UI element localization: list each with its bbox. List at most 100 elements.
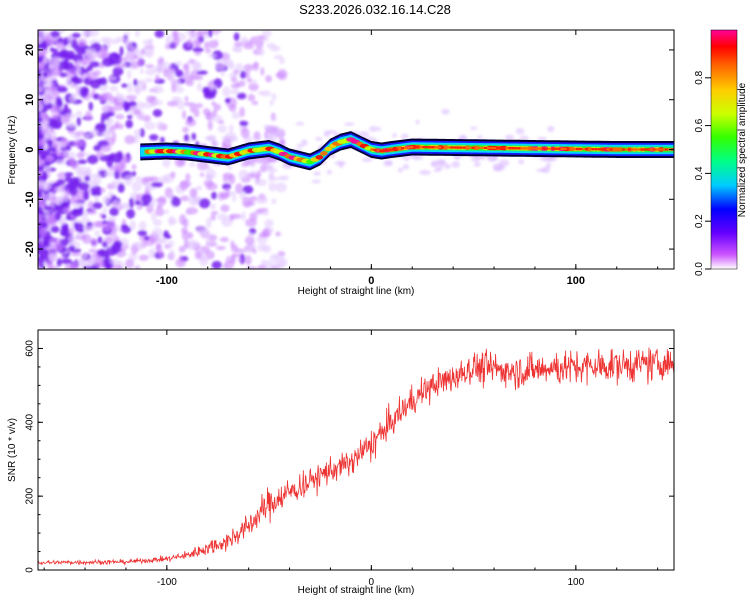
spectrogram-noise-blob [141,177,150,186]
spectrogram-noise-blob [249,162,256,168]
spectrogram-noise-blob [126,70,132,80]
spectrogram-noise-blob [77,49,87,55]
spectrogram-noise-blob [102,105,108,114]
ridge-peak-mark [431,146,435,149]
spectrogram-y-tick-label: 20 [24,44,36,56]
spectrogram-noise-blob [220,70,225,77]
spectrogram-noise-blob [56,86,68,93]
spectrogram-noise-blob [217,124,228,133]
ridge-peak-mark [373,148,377,152]
spectrogram-noise-blob [106,216,117,223]
spectrogram-y-tick-label: -10 [24,191,36,207]
spectrogram-noise-blob [63,149,70,157]
ridge-peak-mark [606,148,610,151]
spectrogram-x-tick-label: 0 [368,275,374,287]
spectrogram-noise-blob [260,211,270,216]
spectrogram-noise-blob [547,125,555,133]
ridge-peak-mark [649,148,653,151]
spectrogram-noise-blob [136,80,148,91]
spectrogram-noise-blob [178,245,186,253]
spectrogram-noise-blob [173,30,178,37]
spectrogram-noise-blob [74,131,87,136]
colorbar-tick-label: 0.8 [694,70,705,84]
ridge-peak-mark [643,148,647,151]
ridge-peak-mark [404,146,408,150]
spectrogram-noise-blob [38,165,44,172]
spectrogram-noise-blob [91,173,102,178]
spectrogram-noise-blob [261,30,272,37]
spectrogram-noise-blob [518,159,525,165]
spectrogram-noise-blob [104,100,114,105]
ridge-peak-mark [437,146,441,149]
spectrogram-noise-blob [116,93,126,103]
spectrogram-noise-blob [185,118,197,127]
spectrogram-noise-blob [52,182,62,187]
spectrogram-noise-blob [131,164,137,170]
ridge-peak-mark [569,147,573,151]
spectrogram-noise-blob [473,161,481,167]
spectrogram-noise-blob [205,174,214,181]
spectrogram-noise-blob [278,175,290,181]
spectrogram-x-ticks: -100 0 100 [43,30,659,287]
spectrogram-noise-blob [139,128,145,138]
spectrogram-noise-blob [83,189,90,201]
spectrogram-noise-blob [115,121,120,129]
ridge-peak-mark [385,149,389,152]
ridge-peak-mark [401,147,405,150]
spectrogram-noise-blob [135,176,143,183]
spectrogram-noise-blob [163,209,170,215]
spectrogram-noise-blob [361,157,373,163]
spectrogram-noise-blob [75,110,83,117]
spectrogram-noise-blob [255,35,266,40]
spectrogram-noise-blob [102,207,108,214]
spectrogram-noise-blob [222,86,231,98]
spectrogram-noise-blob [38,234,41,241]
ridge-peak-mark [554,147,558,150]
ridge-peak-mark [600,148,604,151]
spectrogram-noise-blob [154,30,165,38]
spectrogram-noise-blob [133,109,141,116]
spectrogram-noise-blob [111,179,116,187]
spectrogram-noise-blob [50,30,61,38]
ridge-peak-mark [658,148,662,151]
spectrogram-noise-blob [236,92,247,100]
snr-y-tick-label: 200 [25,487,36,504]
ridge-peak-mark [462,146,466,149]
spectrogram-noise-blob [228,124,234,133]
spectrogram-noise-blob [89,61,100,68]
spectrogram-noise-blob [92,221,104,228]
spectrogram-noise-blob [182,126,189,133]
spectrogram-noise-blob [477,135,483,139]
spectrogram-noise-blob [232,191,237,203]
spectrogram-noise-blob [176,100,185,110]
ridge-peak-mark [551,147,555,150]
spectrogram-noise-blob [90,237,98,248]
spectrogram-noise-blob [67,33,73,45]
spectrogram-noise-blob [106,156,114,168]
spectrogram-noise-blob [66,121,77,129]
spectrogram-noise-blob [38,213,44,221]
spectrogram-noise-blob [165,34,173,46]
spectrogram-noise-blob [196,160,207,171]
spectrogram-noise-blob [231,111,241,120]
spectrogram-noise-blob [233,32,240,42]
spectrogram-noise-blob [108,191,114,199]
spectrogram-noise-blob [193,62,202,72]
ridge-hotspot [320,151,328,156]
ridge-peak-mark [548,147,552,150]
spectrogram-noise-blob [54,242,63,253]
spectrogram-noise-blob [55,186,61,193]
spectrogram-noise-blob [77,159,88,165]
spectrogram-noise-blob [86,221,93,227]
spectrogram-noise-blob [230,89,240,95]
spectrogram-noise-blob [138,221,147,231]
spectrogram-noise-blob [295,121,305,126]
spectrogram-noise-blob [144,77,154,83]
ridge-peak-mark [413,145,417,149]
spectrogram-noise-blob [140,48,146,55]
ridge-hotspot [315,155,324,160]
spectrogram-noise-blob [93,144,102,152]
spectrogram-noise-blob [112,66,124,76]
spectrogram-noise-blob [125,258,135,269]
spectrogram-noise-blob [60,216,67,225]
